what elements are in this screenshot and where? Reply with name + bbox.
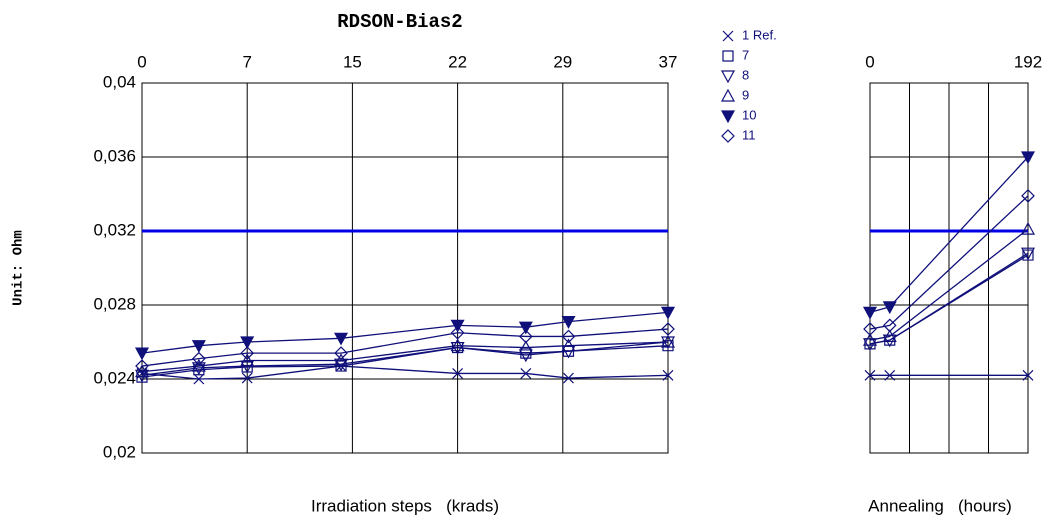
legend-marker <box>722 30 734 42</box>
point <box>862 332 878 346</box>
point <box>882 329 897 343</box>
plot-area <box>141 82 669 454</box>
series-line <box>869 252 1029 345</box>
y-tick-label: 0,028 <box>93 294 136 313</box>
legend-label: 9 <box>742 87 749 102</box>
point <box>193 373 205 385</box>
legend-label: 11 <box>742 127 756 142</box>
point <box>191 358 206 372</box>
series-line <box>141 328 669 367</box>
point <box>882 301 897 315</box>
point <box>450 325 465 340</box>
point <box>520 368 532 379</box>
point <box>1022 369 1034 381</box>
point <box>561 329 576 344</box>
x-tick-label: 7 <box>242 52 251 71</box>
point <box>241 372 253 384</box>
x-tick-label: 192 <box>1014 52 1042 71</box>
legend-label: 7 <box>742 47 749 62</box>
point <box>660 334 676 348</box>
y-tick-label: 0,02 <box>103 442 136 461</box>
point <box>882 318 897 333</box>
legend-marker <box>720 110 736 124</box>
x-tick-label: 29 <box>553 52 572 71</box>
x-tick-label: 0 <box>865 52 874 71</box>
point <box>563 372 574 384</box>
point <box>862 338 878 352</box>
point <box>191 362 206 376</box>
point <box>452 368 464 379</box>
series-line <box>141 311 669 354</box>
point <box>240 353 255 367</box>
x-tick-label: 37 <box>659 52 678 71</box>
point <box>1021 189 1035 203</box>
point <box>240 346 255 360</box>
point <box>192 351 206 366</box>
chart-title: RDSON-Bias2 <box>337 11 462 33</box>
series-line <box>141 365 669 380</box>
series-line <box>141 341 669 376</box>
point <box>136 371 148 383</box>
point <box>334 346 348 360</box>
series-line <box>869 195 1029 330</box>
x-tick-label: 0 <box>137 52 146 71</box>
legend-label: 10 <box>742 107 756 122</box>
point <box>134 369 150 383</box>
point <box>863 322 877 336</box>
point <box>864 369 876 381</box>
x-axis-label: Annealing (hours) <box>868 496 1012 515</box>
point <box>450 338 465 352</box>
series-line <box>141 341 669 373</box>
y-tick-label: 0,024 <box>93 368 136 387</box>
point <box>240 336 255 350</box>
point <box>1020 247 1036 261</box>
point <box>561 316 576 329</box>
point <box>334 353 349 367</box>
point <box>450 341 465 355</box>
point <box>862 306 878 320</box>
x-tick-label: 15 <box>343 52 362 71</box>
point <box>660 306 676 320</box>
y-tick-label: 0,032 <box>93 220 136 239</box>
point <box>1020 151 1036 165</box>
series-line <box>141 345 669 378</box>
point <box>561 338 576 352</box>
point <box>191 340 206 353</box>
point <box>450 319 465 333</box>
legend-label: 1 Ref. <box>742 27 777 42</box>
y-axis-label: Unit: Ohm <box>11 230 27 306</box>
point <box>134 364 150 378</box>
point <box>135 359 149 373</box>
legend-marker <box>720 88 736 102</box>
point <box>662 369 674 381</box>
point <box>661 322 675 336</box>
point <box>335 360 347 372</box>
point <box>518 329 533 344</box>
point <box>1020 221 1036 235</box>
point <box>882 334 897 348</box>
y-tick-label: 0,036 <box>93 146 136 165</box>
point <box>518 321 533 335</box>
y-tick-label: 0,04 <box>103 72 136 91</box>
point <box>884 369 896 381</box>
point <box>334 332 349 346</box>
legend-label: 8 <box>742 67 749 82</box>
legend-marker <box>721 129 735 143</box>
point <box>518 340 533 354</box>
legend-marker <box>722 50 734 62</box>
x-axis-label: Irradiation steps (krads) <box>311 496 499 515</box>
point <box>241 361 253 373</box>
x-tick-label: 22 <box>448 52 467 71</box>
legend-marker <box>720 70 736 84</box>
point <box>134 347 150 361</box>
series-line <box>869 228 1029 341</box>
point <box>518 349 533 363</box>
